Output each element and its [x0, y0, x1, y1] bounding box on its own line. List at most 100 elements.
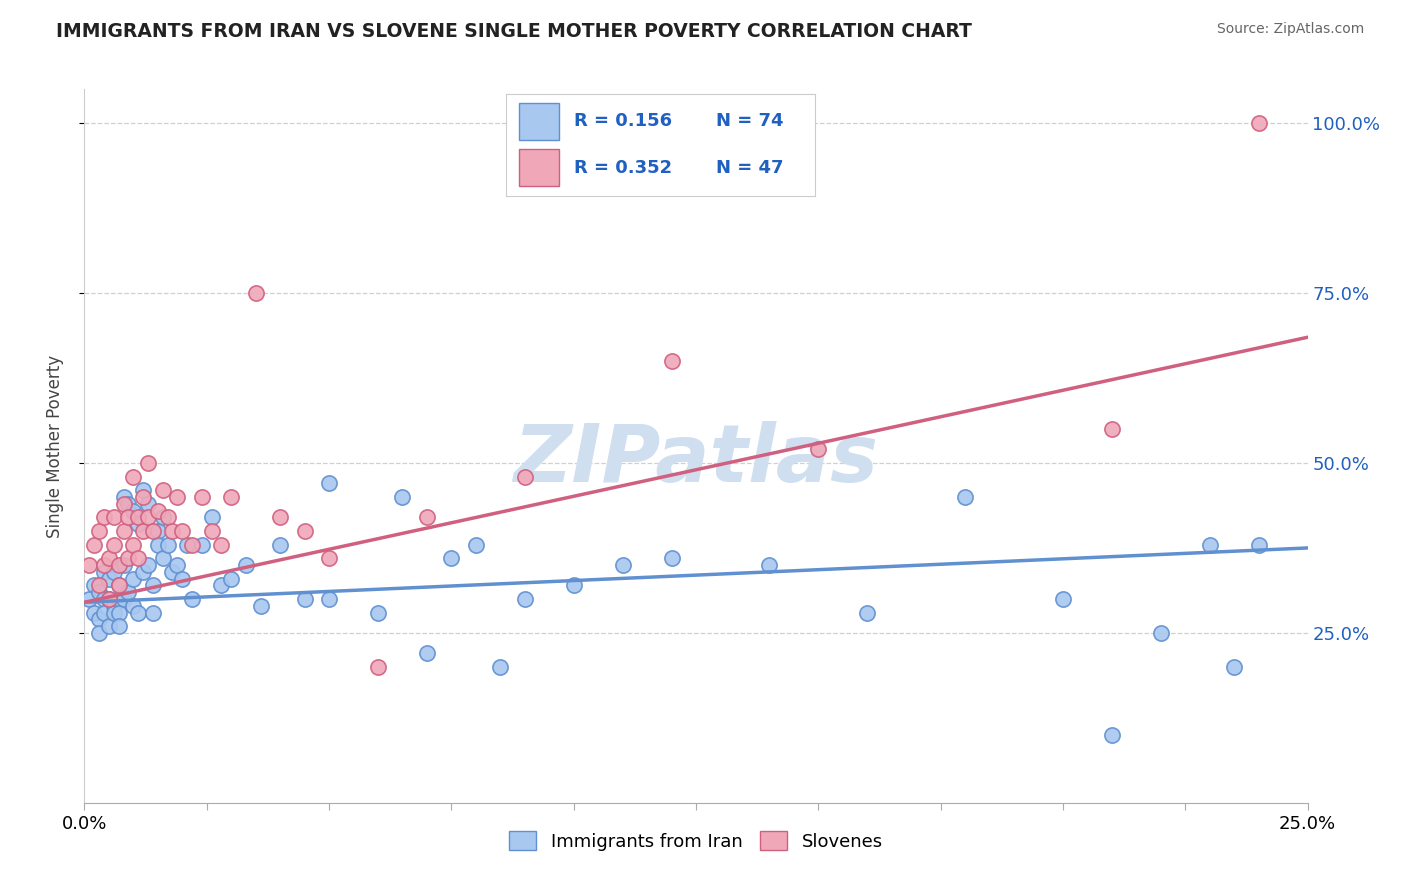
Point — [122, 572, 145, 586]
Point — [176, 537, 198, 551]
Point — [318, 551, 340, 566]
Point — [294, 591, 316, 606]
Point — [107, 578, 129, 592]
Point — [209, 578, 232, 592]
Point — [112, 524, 135, 538]
Point — [146, 503, 169, 517]
Point — [318, 476, 340, 491]
Point — [181, 537, 204, 551]
Point — [107, 619, 129, 633]
Point — [661, 551, 683, 566]
Point — [1247, 537, 1270, 551]
Point — [1101, 422, 1123, 436]
Point — [136, 510, 159, 524]
Point — [367, 660, 389, 674]
Point — [162, 565, 184, 579]
Point — [219, 490, 242, 504]
Point — [440, 551, 463, 566]
Point — [107, 578, 129, 592]
Point — [136, 456, 159, 470]
Point — [200, 524, 222, 538]
Text: R = 0.352: R = 0.352 — [574, 159, 672, 177]
Point — [112, 591, 135, 606]
Point — [122, 599, 145, 613]
Point — [191, 490, 214, 504]
Point — [209, 537, 232, 551]
Point — [172, 572, 194, 586]
Y-axis label: Single Mother Poverty: Single Mother Poverty — [45, 354, 63, 538]
Point — [127, 606, 149, 620]
Point — [661, 354, 683, 368]
Point — [142, 606, 165, 620]
Point — [132, 490, 155, 504]
Point — [513, 469, 536, 483]
Point — [562, 578, 585, 592]
Point — [132, 483, 155, 498]
Point — [103, 537, 125, 551]
Point — [152, 483, 174, 498]
Point — [132, 524, 155, 538]
Point — [103, 565, 125, 579]
Point — [103, 599, 125, 613]
Point — [416, 646, 439, 660]
Point — [166, 490, 188, 504]
Point — [103, 510, 125, 524]
Point — [953, 490, 976, 504]
Point — [77, 591, 100, 606]
Bar — [519, 149, 558, 186]
Point — [107, 606, 129, 620]
Point — [93, 606, 115, 620]
Point — [152, 510, 174, 524]
Point — [269, 510, 291, 524]
Point — [513, 591, 536, 606]
Point — [146, 537, 169, 551]
Point — [97, 591, 120, 606]
Point — [1052, 591, 1074, 606]
Point — [127, 551, 149, 566]
Point — [1223, 660, 1246, 674]
Point — [294, 524, 316, 538]
Point — [112, 497, 135, 511]
Point — [107, 558, 129, 572]
Point — [367, 606, 389, 620]
Point — [122, 503, 145, 517]
Point — [87, 626, 110, 640]
Point — [117, 551, 139, 566]
Point — [1150, 626, 1173, 640]
Text: ZIPatlas: ZIPatlas — [513, 421, 879, 500]
Point — [612, 558, 634, 572]
Point — [758, 558, 780, 572]
Point — [97, 551, 120, 566]
Point — [235, 558, 257, 572]
Bar — [519, 103, 558, 140]
Text: N = 74: N = 74 — [717, 112, 785, 130]
Point — [146, 524, 169, 538]
Point — [166, 558, 188, 572]
Point — [122, 469, 145, 483]
Point — [77, 558, 100, 572]
Point — [142, 578, 165, 592]
Point — [87, 612, 110, 626]
Text: IMMIGRANTS FROM IRAN VS SLOVENE SINGLE MOTHER POVERTY CORRELATION CHART: IMMIGRANTS FROM IRAN VS SLOVENE SINGLE M… — [56, 22, 972, 41]
Point — [127, 517, 149, 532]
Point — [112, 558, 135, 572]
Point — [97, 619, 120, 633]
Point — [156, 537, 179, 551]
Point — [87, 578, 110, 592]
Point — [181, 591, 204, 606]
Point — [136, 558, 159, 572]
Point — [191, 537, 214, 551]
Point — [856, 606, 879, 620]
Text: N = 47: N = 47 — [717, 159, 785, 177]
Point — [127, 510, 149, 524]
Point — [87, 524, 110, 538]
Point — [117, 510, 139, 524]
Point — [162, 524, 184, 538]
Point — [83, 606, 105, 620]
Point — [117, 497, 139, 511]
Point — [97, 572, 120, 586]
Point — [489, 660, 512, 674]
Point — [93, 591, 115, 606]
Text: R = 0.156: R = 0.156 — [574, 112, 672, 130]
Point — [117, 585, 139, 599]
